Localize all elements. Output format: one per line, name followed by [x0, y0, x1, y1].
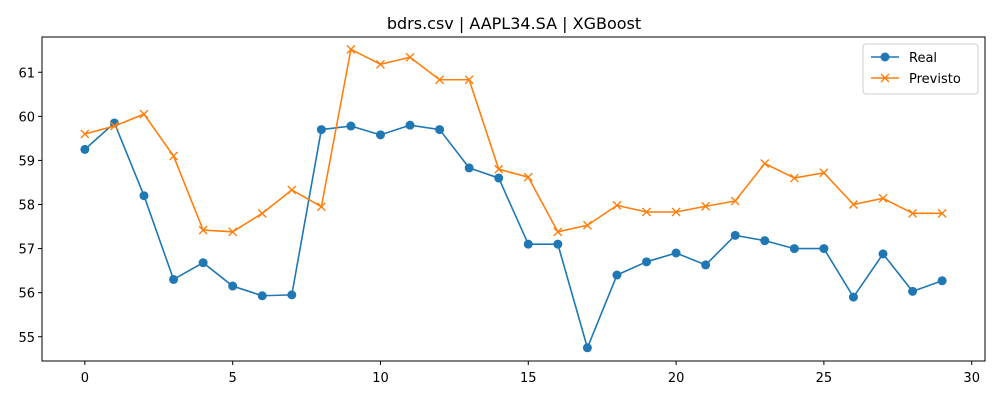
series-real: [80, 118, 947, 353]
series-previsto: [80, 44, 947, 237]
data-point: [878, 249, 888, 259]
legend-entry-previsto: Previsto: [871, 72, 961, 87]
data-point: [789, 173, 799, 183]
data-point: [346, 121, 356, 131]
data-point: [464, 75, 474, 85]
data-point: [612, 270, 622, 280]
data-point: [523, 172, 533, 182]
data-point: [109, 121, 119, 131]
data-point: [671, 207, 681, 217]
legend-marker: [880, 73, 890, 83]
data-point: [375, 130, 385, 140]
data-point: [80, 129, 90, 139]
data-point: [198, 258, 208, 268]
legend-label: Previsto: [909, 72, 961, 87]
data-point: [80, 144, 90, 154]
data-point: [730, 196, 740, 206]
chart-title: bdrs.csv | AAPL34.SA | XGBoost: [387, 14, 641, 33]
data-point: [405, 120, 415, 130]
data-point: [375, 59, 385, 69]
x-tick-label: 15: [520, 371, 537, 386]
data-point: [642, 257, 652, 267]
data-point: [612, 200, 622, 210]
data-point: [257, 208, 267, 218]
data-point: [287, 185, 297, 195]
data-point: [139, 109, 149, 119]
data-point: [169, 274, 179, 284]
data-point: [553, 227, 563, 237]
data-point: [908, 286, 918, 296]
data-point: [464, 163, 474, 173]
data-point: [494, 173, 504, 183]
data-point: [819, 244, 829, 254]
data-point: [582, 343, 592, 353]
data-point: [878, 193, 888, 203]
data-point: [435, 75, 445, 85]
legend-marker: [880, 52, 890, 62]
data-point: [908, 208, 918, 218]
series-line: [84, 48, 943, 233]
data-point: [494, 164, 504, 174]
y-tick-label: 61: [18, 66, 35, 81]
legend-entry-real: Real: [871, 51, 937, 66]
y-tick-label: 60: [18, 110, 35, 125]
data-point: [198, 225, 208, 235]
data-point: [139, 191, 149, 201]
plot-frame: [41, 36, 986, 362]
data-point: [819, 168, 829, 178]
x-tick-label: 30: [963, 371, 980, 386]
data-point: [287, 290, 297, 300]
data-point: [848, 200, 858, 210]
y-tick-label: 58: [18, 199, 35, 214]
data-point: [523, 239, 533, 249]
data-point: [169, 151, 179, 161]
data-point: [228, 227, 238, 237]
data-point: [582, 220, 592, 230]
data-point: [760, 236, 770, 246]
x-tick-label: 0: [81, 371, 89, 386]
data-point: [701, 260, 711, 270]
data-point: [789, 244, 799, 254]
data-point: [346, 44, 356, 54]
data-point: [316, 202, 326, 212]
x-tick-label: 20: [668, 371, 685, 386]
data-point: [671, 248, 681, 258]
y-tick-label: 57: [18, 243, 35, 258]
data-point: [405, 52, 415, 62]
x-tick-label: 10: [372, 371, 389, 386]
legend: Real Previsto: [862, 43, 979, 95]
y-tick-label: 55: [18, 331, 35, 346]
data-point: [701, 201, 711, 211]
series-line: [84, 122, 943, 349]
data-point: [848, 292, 858, 302]
legend-label: Real: [909, 51, 937, 66]
data-point: [228, 281, 238, 291]
y-tick-label: 56: [18, 287, 35, 302]
data-point: [435, 125, 445, 135]
data-point: [642, 207, 652, 217]
data-point: [730, 230, 740, 240]
y-tick-label: 59: [18, 154, 35, 169]
data-point: [937, 208, 947, 218]
data-point: [937, 276, 947, 286]
x-tick-label: 5: [229, 371, 237, 386]
x-tick-label: 25: [816, 371, 833, 386]
data-point: [760, 159, 770, 169]
data-point: [553, 239, 563, 249]
data-point: [316, 125, 326, 135]
data-point: [257, 291, 267, 301]
